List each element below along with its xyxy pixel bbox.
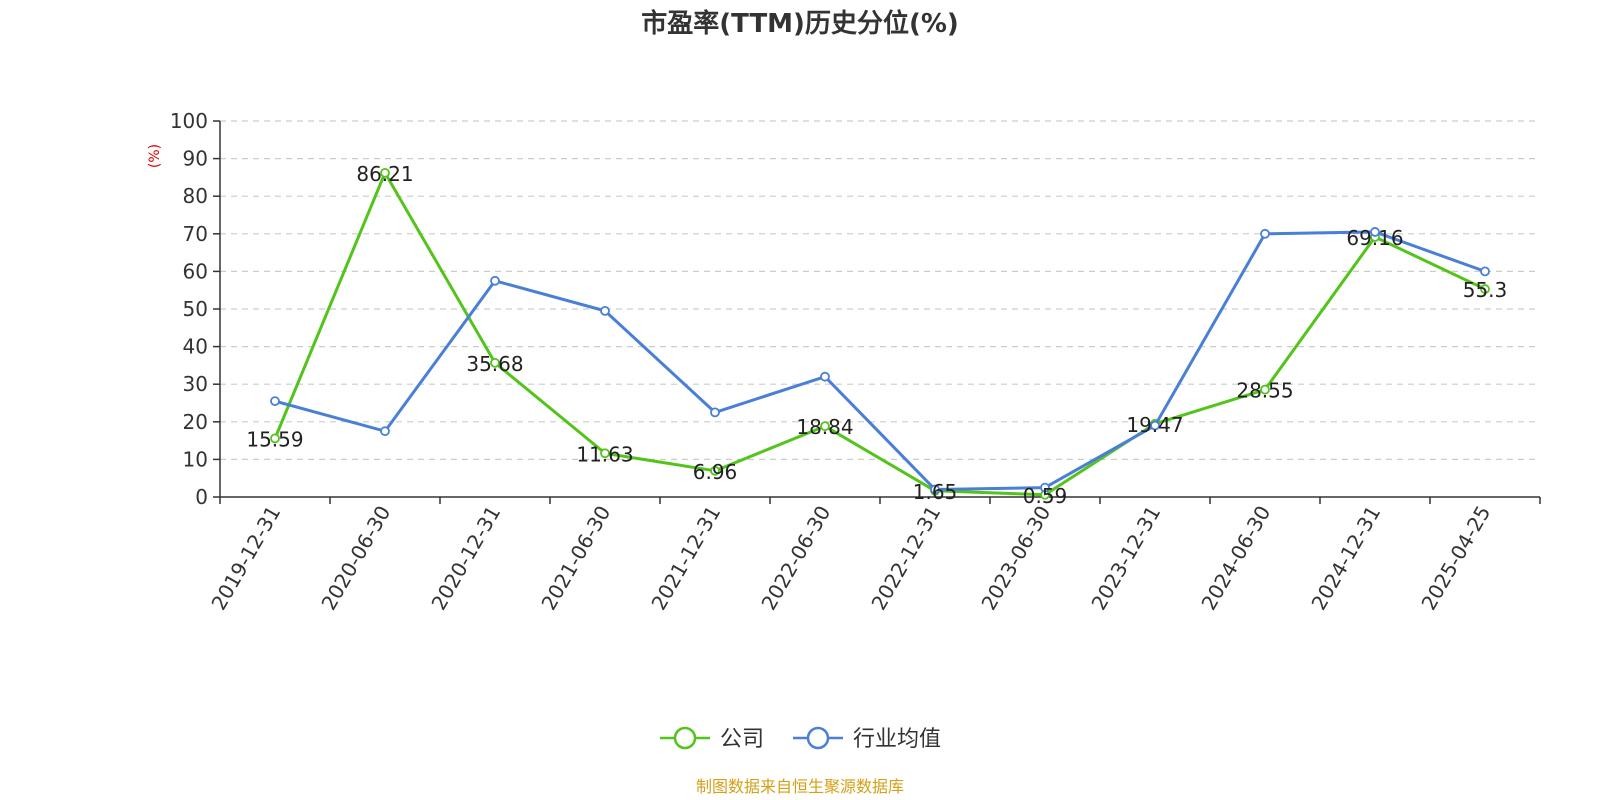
data-label: 35.68 [466,352,523,376]
y-tick-label: 50 [183,297,208,321]
data-point [1040,482,1050,493]
data-label: 1.65 [913,480,958,504]
data-label: 55.3 [1463,278,1508,302]
data-point [600,305,610,316]
x-tick-label: 2021-06-30 [536,502,615,615]
series-line-0 [273,171,1486,497]
data-label: 86.21 [356,162,413,186]
x-tick-label: 2024-06-30 [1196,502,1275,615]
data-point [380,167,390,178]
y-tick-label: 70 [183,222,208,246]
y-tick-label: 40 [183,335,208,359]
data-label: 6.96 [693,460,738,484]
x-tick-label: 2021-12-31 [646,502,725,615]
data-point [490,275,500,286]
legend-label: 行业均值 [853,727,941,752]
data-labels: 15.59 86.21 35.68 11.63 6.96 18.84 1.65 0.59 19.… [246,162,1507,508]
y-tick-label: 80 [183,184,208,208]
chart-title: 市盈率(TTM)历史分位(%) [641,8,959,39]
legend[interactable]: 公司 行业均值 [660,726,941,752]
data-point [1480,266,1490,277]
y-tick-label: 10 [183,447,208,471]
data-point [1150,420,1160,431]
data-point [1260,384,1270,395]
data-point [710,407,720,418]
x-tick-label: 2025-04-25 [1416,502,1495,615]
data-point [710,465,720,476]
data-point [380,426,390,437]
data-label: 11.63 [576,442,633,466]
data-point [820,421,830,432]
series-line-1 [274,230,1486,491]
data-label: 69.16 [1346,226,1403,250]
data-point [1260,228,1270,239]
data-point [600,448,610,459]
y-tick-label: 0 [195,485,208,509]
legend-label: 公司 [720,727,764,752]
x-tick-label: 2020-12-31 [426,502,505,615]
x-tick-label: 2023-12-31 [1086,502,1165,615]
data-point [490,357,500,368]
data-label: 0.59 [1023,484,1068,508]
series-lines [270,167,1490,500]
y-axis-label: (%) [147,144,163,168]
data-point [270,396,280,407]
y-tick-label: 90 [183,147,208,171]
x-tick-label: 2024-12-31 [1306,502,1385,615]
x-tick-label: 2020-06-30 [316,502,395,615]
y-tick-label: 20 [183,410,208,434]
x-tick-label: 2019-12-31 [206,502,285,615]
data-label: 28.55 [1236,379,1293,403]
y-tick-label: 100 [170,109,208,133]
data-point [930,484,940,495]
data-point [1370,227,1380,237]
x-tick-label: 2022-06-30 [756,502,835,615]
y-tick-label: 60 [183,259,208,283]
data-point [820,371,830,382]
x-tick-label: 2023-06-30 [976,502,1055,615]
source-note: 制图数据来自恒生聚源数据库 [696,777,904,796]
data-label: 19.47 [1126,413,1183,437]
data-label: 15.59 [246,427,303,451]
data-point [1480,284,1490,294]
y-tick-label: 30 [183,372,208,396]
grid-lines [220,120,1540,460]
data-label: 18.84 [796,415,853,439]
data-point [270,433,280,444]
legend-marker-icon [806,726,830,750]
legend-marker-icon [673,726,697,750]
x-tick-label: 2022-12-31 [866,502,945,615]
